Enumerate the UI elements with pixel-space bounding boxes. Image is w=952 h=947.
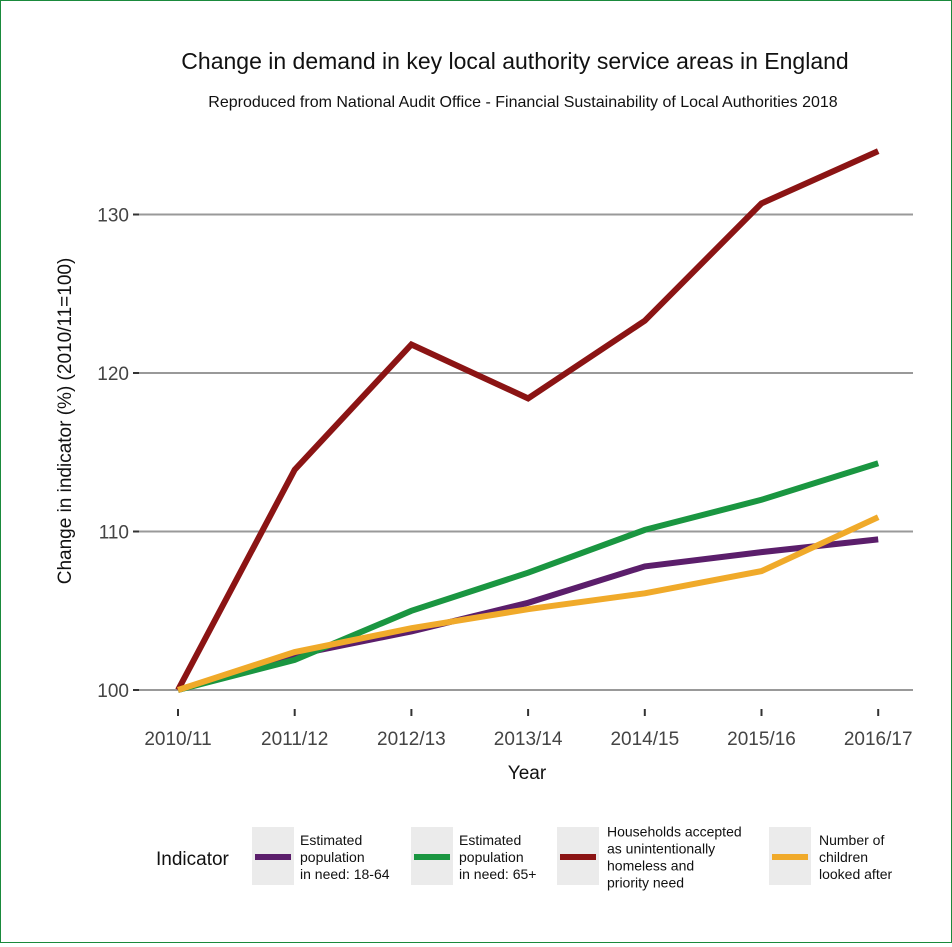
x-tick-label-6: 2016/17 [844,729,913,750]
legend-title: Indicator [156,849,230,870]
legend-label-2-1: as unintentionally [607,841,715,857]
legend-label-3-1: children [819,849,868,865]
legend-label-0-1: population [300,849,365,865]
legend-label-2-3: priority need [607,875,684,891]
series-line-2 [175,148,880,692]
y-tick-label-100: 100 [97,681,129,702]
x-axis-title: Year [508,763,547,784]
legend-label-3-2: looked after [819,866,892,882]
x-tick-label-1: 2011/12 [261,729,328,750]
legend-label-1-1: population [459,849,524,865]
x-tick-label-2: 2012/13 [377,729,446,750]
x-tick-label-4: 2014/15 [610,729,679,750]
legend-label-1-2: in need: 65+ [459,866,536,882]
legend-label-1-0: Estimated [459,832,521,848]
series-line-0 [177,536,879,693]
y-tick-label-110: 110 [99,523,129,544]
series-lines [175,148,880,693]
chart-title: Change in demand in key local authority … [181,48,848,74]
y-axis-title: Change in indicator (%) (2010/11=100) [55,258,76,585]
legend-label-2-2: homeless and [607,858,694,874]
series-line-1 [177,460,880,693]
legend-label-2-0: Households accepted [607,824,742,840]
legend-label-0-2: in need: 18-64 [300,866,390,882]
legend-label-3-0: Number of [819,832,884,848]
chart-subtitle: Reproduced from National Audit Office - … [208,94,837,111]
y-tick-label-130: 130 [97,206,129,227]
x-tick-label-5: 2015/16 [727,729,796,750]
series-line-3 [177,514,880,693]
y-tick-label-120: 120 [97,364,129,385]
y-axis-ticks: 100 110 120 130 [97,206,139,702]
x-tick-label-3: 2013/14 [494,729,563,750]
legend-label-0-0: Estimated [300,832,362,848]
x-axis-ticks: 2010/11 2011/12 2012/13 2013/14 2014/15 2015/… [144,709,913,750]
x-tick-label-0: 2010/11 [144,729,211,750]
gridlines [139,213,913,691]
